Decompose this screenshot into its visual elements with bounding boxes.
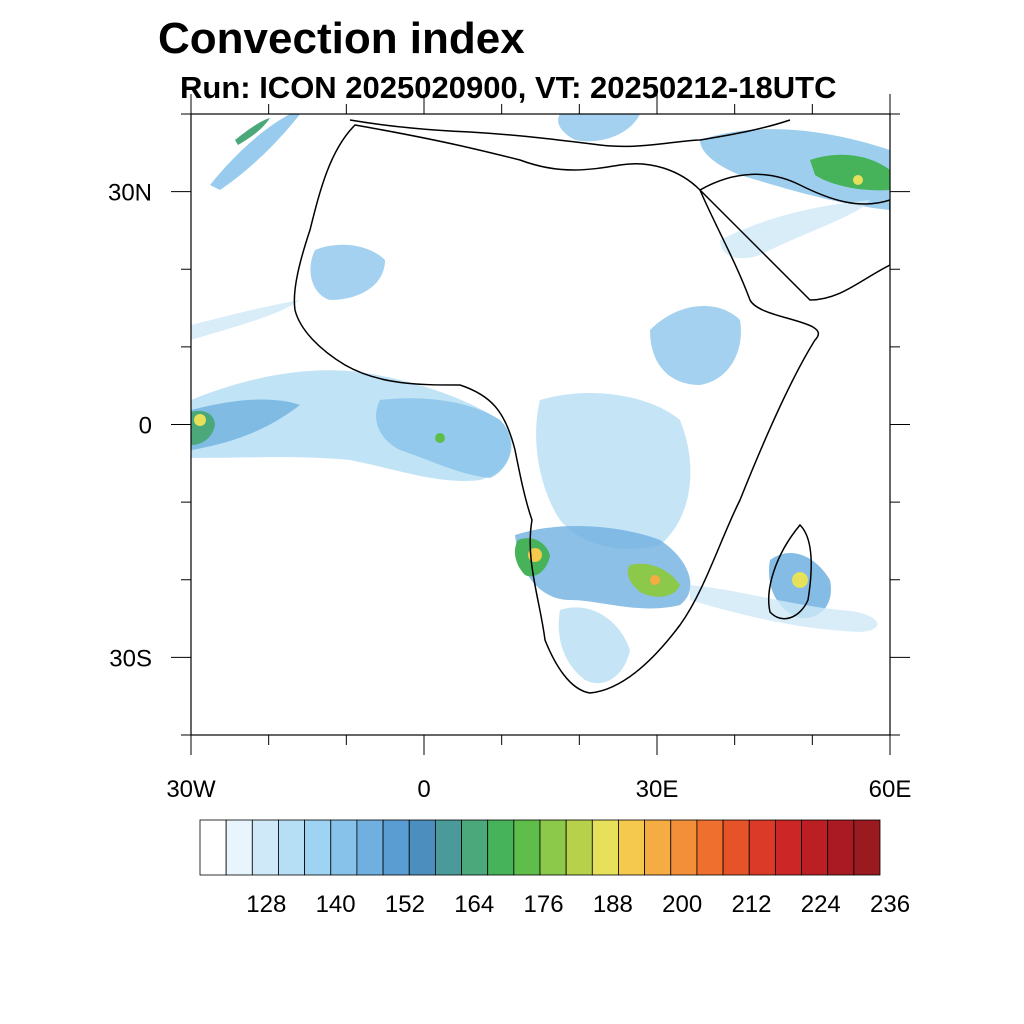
colorbar-swatch: [748, 819, 776, 876]
colorbar-swatch: [199, 819, 227, 876]
africa-coastline: [293, 124, 819, 694]
field-indian-band: [690, 585, 878, 632]
colorbar-label: 164: [454, 891, 494, 918]
colorbar: 128 140 152 164 176 188 200 212 224 236: [199, 819, 910, 918]
colorbar-swatch: [330, 819, 358, 876]
field-gulf-hot: [810, 154, 890, 191]
colorbar-swatch: [251, 819, 279, 876]
colorbar-swatch: [461, 819, 489, 876]
field-madagascar-peak: [792, 572, 808, 588]
colorbar-label: 176: [524, 891, 564, 918]
field-mediterranean: [558, 114, 640, 142]
colorbar-label: 212: [731, 891, 771, 918]
field-nw-streak: [210, 114, 300, 190]
field-west-sahara: [310, 244, 385, 300]
colorbar-label: 188: [593, 891, 633, 918]
field-atlantic-core: [191, 399, 300, 450]
lon-tick-label: 60E: [869, 776, 912, 803]
colorbar-swatch: [225, 819, 253, 876]
lat-tick-label: 0: [139, 413, 152, 440]
convection-field: [191, 114, 890, 684]
colorbar-label: 152: [385, 891, 425, 918]
field-zambia-peak: [650, 575, 660, 585]
colorbar-label: 200: [662, 891, 702, 918]
colorbar-swatch: [644, 819, 672, 876]
colorbar-swatch: [670, 819, 698, 876]
lon-tick-label: 30W: [166, 776, 216, 803]
field-gulf-band: [700, 129, 890, 210]
colorbar-swatch: [434, 819, 462, 876]
field-arabia-streak: [720, 200, 870, 259]
lat-tick-label: 30N: [108, 180, 152, 207]
chart-title: Convection index: [158, 14, 525, 63]
colorbar-swatch: [774, 819, 802, 876]
colorbar-swatch: [565, 819, 593, 876]
chart-subtitle: Run: ICON 2025020900, VT: 20250212-18UTC: [180, 70, 837, 105]
field-ethiopia: [650, 306, 741, 385]
field-west-atlantic-streak: [191, 300, 300, 340]
colorbar-swatch: [408, 819, 436, 876]
colorbar-swatch: [696, 819, 724, 876]
colorbar-swatch: [801, 819, 829, 876]
field-south-africa: [558, 607, 630, 684]
colorbar-label: 128: [246, 891, 286, 918]
madagascar-coastline: [768, 523, 812, 620]
europe-coastline: [349, 119, 791, 148]
map-ticks: 30W 0 30E 60E 30N 0 30S: [108, 94, 911, 803]
colorbar-swatch: [356, 819, 384, 876]
colorbar-swatch: [304, 819, 332, 876]
field-gulf-peak: [853, 175, 863, 185]
colorbar-swatch: [382, 819, 410, 876]
lon-tick-label: 30E: [636, 776, 679, 803]
lat-tick-label: 30S: [109, 645, 152, 672]
colorbar-swatch: [618, 819, 646, 876]
lon-tick-label: 0: [417, 776, 430, 803]
field-congo: [536, 392, 691, 549]
colorbar-swatch: [539, 819, 567, 876]
colorbar-swatch: [722, 819, 750, 876]
colorbar-swatch: [827, 819, 855, 876]
colorbar-swatch: [278, 819, 306, 876]
field-guinea-peak: [435, 433, 445, 443]
colorbar-swatch: [853, 819, 881, 876]
field-nw-core: [235, 118, 270, 145]
colorbar-label: 236: [870, 891, 910, 918]
colorbar-swatch: [487, 819, 515, 876]
colorbar-label: 140: [316, 891, 356, 918]
colorbar-swatch: [591, 819, 619, 876]
colorbar-swatch: [513, 819, 541, 876]
field-atlantic-peak: [194, 414, 206, 426]
colorbar-label: 224: [801, 891, 841, 918]
